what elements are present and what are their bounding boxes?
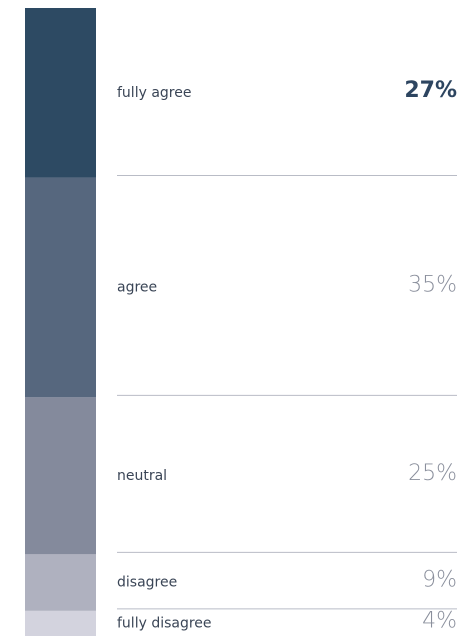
category-label: neutral	[117, 468, 167, 484]
category-label: disagree	[117, 575, 177, 591]
value-label: 4%	[422, 608, 457, 633]
value-label: 9%	[422, 568, 457, 593]
category-label: fully disagree	[117, 615, 212, 631]
bar-segment	[25, 610, 96, 636]
bar-segment	[25, 8, 96, 178]
value-label: 35%	[408, 272, 457, 297]
category-label: agree	[117, 279, 157, 295]
category-label: fully agree	[117, 85, 191, 101]
bar-segment	[25, 554, 96, 611]
bar-segment	[25, 177, 96, 398]
bar-segment	[25, 397, 96, 555]
value-label: 25%	[408, 461, 457, 486]
value-label: 27%	[404, 78, 457, 103]
